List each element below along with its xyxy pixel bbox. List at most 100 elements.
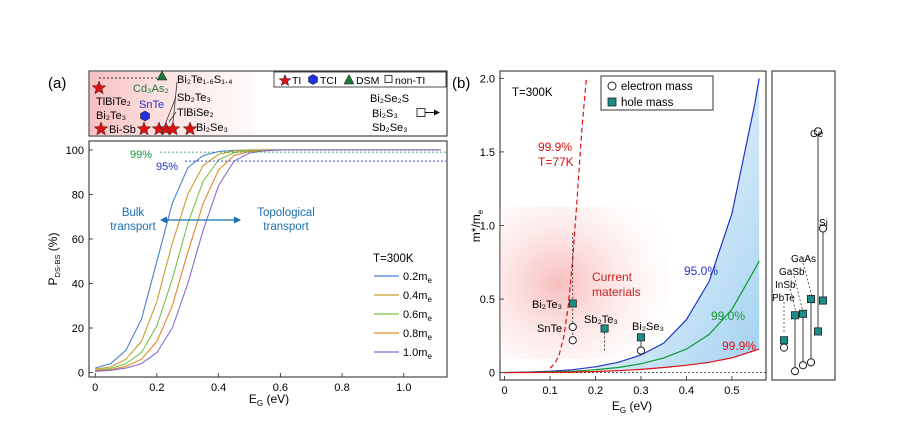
electron-mass-point: [568, 322, 577, 332]
tlbise2-label: TlBiSe₂: [177, 107, 214, 119]
plot-b-points: [568, 232, 646, 355]
si-label: Si: [819, 218, 828, 229]
mass-legend: [600, 75, 714, 111]
plot-b-ytick-label: 0: [489, 368, 495, 380]
current-materials-label-2: materials: [592, 285, 641, 299]
plot-a-ytick-label: 0: [78, 368, 84, 380]
plot-b-temp-label: T=300K: [512, 87, 553, 99]
sb2se3-label: Sb₂Se₃: [372, 122, 408, 134]
side-electron-point: [818, 224, 828, 233]
plot-b-xtick-label: 0.1: [542, 385, 557, 397]
bi2se3-label: Bi₂Se₃: [196, 122, 228, 134]
legend-nonti-label: non-TI: [395, 75, 425, 87]
mass-curve-1: [504, 78, 760, 374]
t77-curve-label-1: 99.9%: [538, 140, 572, 154]
transport-arrow-right-head: [234, 216, 241, 224]
plot-a-series: [95, 149, 441, 372]
sb2te3-label: Sb₂Te₃: [177, 92, 211, 104]
hole-mass-point: [636, 333, 645, 342]
plot-b-series: [504, 78, 760, 374]
material-type-legend: [273, 71, 447, 88]
plot-a-ytick-label: 80: [72, 189, 84, 201]
plot-b-xtick-label: 0.2: [588, 385, 603, 397]
electron-mass-legend-icon: [607, 81, 617, 91]
bi2te3-point-label: Bi₂Te₃: [532, 299, 562, 311]
snte-label: SnTe: [139, 99, 164, 111]
curve-99-label: 99.0%: [711, 309, 745, 323]
t77-curve-label-2: T=77K: [538, 155, 574, 169]
plot-a-ticks: 0 0.2 0.4 0.6 0.8 1.0 0 20 40 60 80 100: [66, 145, 412, 394]
legend-ti-label: TI: [292, 75, 301, 87]
threshold-99-label: 99%: [130, 149, 152, 161]
threshold-95-label: 95%: [156, 161, 178, 173]
plot-b-xtick-label: 0.5: [724, 385, 739, 397]
current-materials-label-1: Current: [592, 270, 633, 284]
sb2te3-point-label: Sb₂Te₃: [584, 314, 618, 326]
plot-a-legend-title: T=300K: [373, 253, 414, 265]
bi2te16s14-star-marker: [165, 121, 181, 136]
electron-mass-point: [568, 336, 577, 345]
legend-label: 0.4me: [403, 290, 432, 304]
tlbise2-pointer: [168, 111, 177, 123]
plot-b: 0 0.1 0.2 0.3 0.4 0.5 0 0.5 1.0 1.5 2.0 T=300K ele…: [480, 70, 767, 397]
cd3as2-label: Cd₃As₂: [133, 83, 169, 95]
plot-a-frame: [88, 140, 448, 378]
plot-a: 0 0.2 0.4 0.6 0.8 1.0 0 20 40 60 80 100 99% 95% Bul…: [66, 140, 448, 394]
legend-label: 0.6me: [403, 309, 432, 323]
bi2s3-arrow-head: [434, 109, 440, 116]
topological-transport-label-2: transport: [263, 221, 309, 233]
plot-b-ytick-label: 2.0: [480, 73, 495, 85]
side-panel-points: [779, 127, 828, 376]
curve-95-label: 95.0%: [684, 264, 718, 278]
side-electron-point: [790, 367, 800, 376]
topological-transport-label-1: Topological: [257, 207, 315, 219]
bi2se3-star-marker: [182, 121, 198, 136]
bi2te3-star-marker: [136, 121, 152, 136]
plot-a-legend: 0.2me 0.4me 0.6me 0.8me 1.0me: [374, 271, 432, 361]
tlbite2-star-marker: [91, 80, 107, 95]
plot-a-ytick-label: 100: [66, 145, 84, 157]
plot-a-xtick-label: 0.2: [149, 382, 164, 394]
plot-a-ylabel: PDS-BS (%): [46, 233, 62, 286]
ge-label: Ge: [810, 129, 824, 140]
bisb-star-marker: [93, 121, 109, 136]
hole-mass-legend-label: hole mass: [621, 97, 674, 109]
plot-a-ytick-label: 20: [72, 323, 84, 335]
side-electron-point: [813, 127, 823, 136]
hole-mass-point: [568, 299, 577, 308]
side-hole-point: [807, 295, 816, 304]
side-hole-point: [799, 309, 808, 318]
plot-a-xtick-label: 0.4: [211, 382, 226, 394]
bi2se2s-label: Bi₂Se₂S: [370, 93, 409, 105]
plot-b-ytick-label: 0.5: [480, 294, 495, 306]
plot-b-xtick-label: 0.3: [633, 385, 648, 397]
plot-a-ytick-label: 60: [72, 234, 84, 246]
dsm-triangle-icon: [343, 73, 355, 85]
snte-point-label: SnTe: [537, 323, 562, 335]
nonti-square-icon: [384, 75, 393, 83]
bi2s3-label: Bi₂S₃: [372, 108, 398, 120]
legend-dsm-label: DSM: [356, 75, 379, 87]
electron-mass-point: [636, 346, 646, 355]
hole-mass-legend-icon: [607, 97, 617, 107]
insb-label: InSb: [775, 280, 796, 291]
plot-a-xlabel: EG (eV): [249, 392, 289, 408]
side-leader: [802, 262, 813, 298]
panel-a-label: (a): [48, 75, 66, 92]
ti-star-icon: [278, 73, 292, 87]
side-electron-point: [806, 358, 816, 367]
bi2te16s14-label: Bi₂Te₁.₆S₁.₄: [177, 74, 233, 86]
series-line-06me: [95, 149, 441, 371]
pbte-label: PbTe: [772, 293, 795, 304]
transport-arrow-left-head: [160, 216, 167, 224]
side-electron-point: [798, 361, 808, 370]
legend-label: 0.2me: [403, 271, 432, 285]
hole-mass-point: [600, 324, 609, 333]
gaas-label: GaAs: [791, 254, 816, 265]
side-panel-frame: [771, 70, 836, 381]
legend-label: 0.8me: [403, 328, 432, 342]
plot-a-xtick-label: 0: [92, 382, 98, 394]
plot-b-ytick-label: 1.0: [480, 221, 495, 233]
topological-region-shade: [595, 78, 760, 372]
